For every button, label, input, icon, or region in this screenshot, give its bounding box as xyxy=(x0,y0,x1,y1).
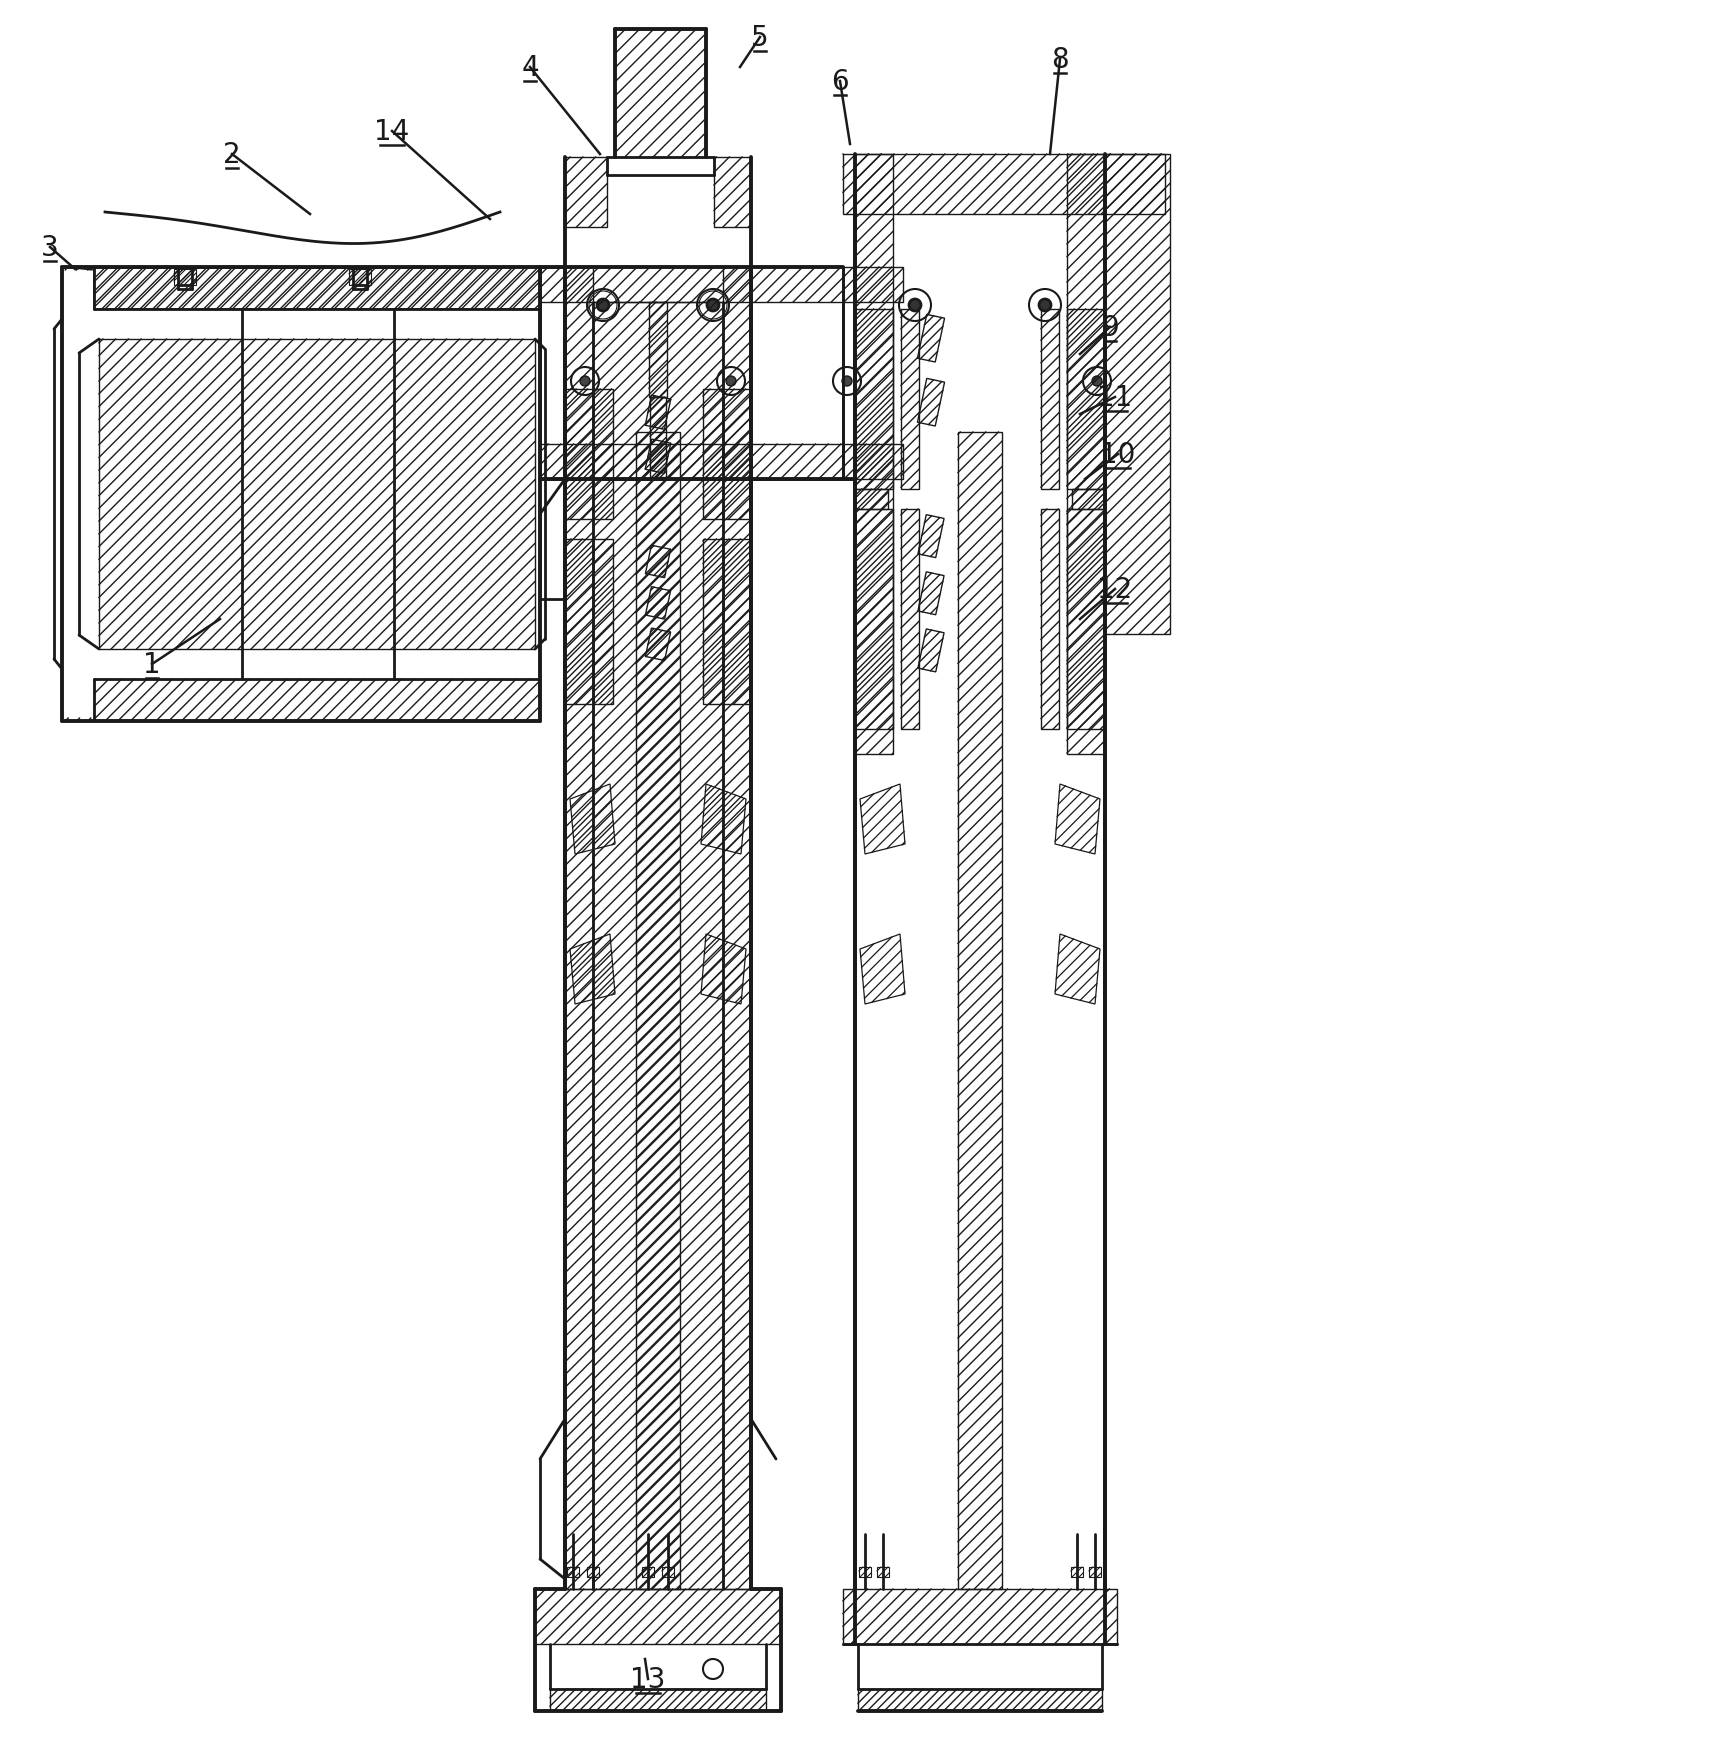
Circle shape xyxy=(910,301,922,311)
Text: 13: 13 xyxy=(631,1666,665,1694)
Text: 11: 11 xyxy=(1098,385,1132,413)
Text: 4: 4 xyxy=(520,54,539,82)
Text: 8: 8 xyxy=(1051,45,1068,73)
Text: 12: 12 xyxy=(1098,575,1132,603)
Circle shape xyxy=(596,301,608,311)
Text: 3: 3 xyxy=(41,234,59,262)
Text: 5: 5 xyxy=(751,24,768,52)
Circle shape xyxy=(706,301,718,311)
Circle shape xyxy=(581,378,589,386)
Text: 1: 1 xyxy=(143,650,160,678)
Circle shape xyxy=(1039,301,1051,311)
Circle shape xyxy=(725,378,736,386)
Text: 9: 9 xyxy=(1101,315,1118,343)
Circle shape xyxy=(1092,378,1103,386)
Text: 2: 2 xyxy=(224,142,241,170)
Circle shape xyxy=(843,378,851,386)
Text: 10: 10 xyxy=(1101,440,1135,468)
Text: 6: 6 xyxy=(830,68,849,96)
Text: 14: 14 xyxy=(374,117,410,145)
